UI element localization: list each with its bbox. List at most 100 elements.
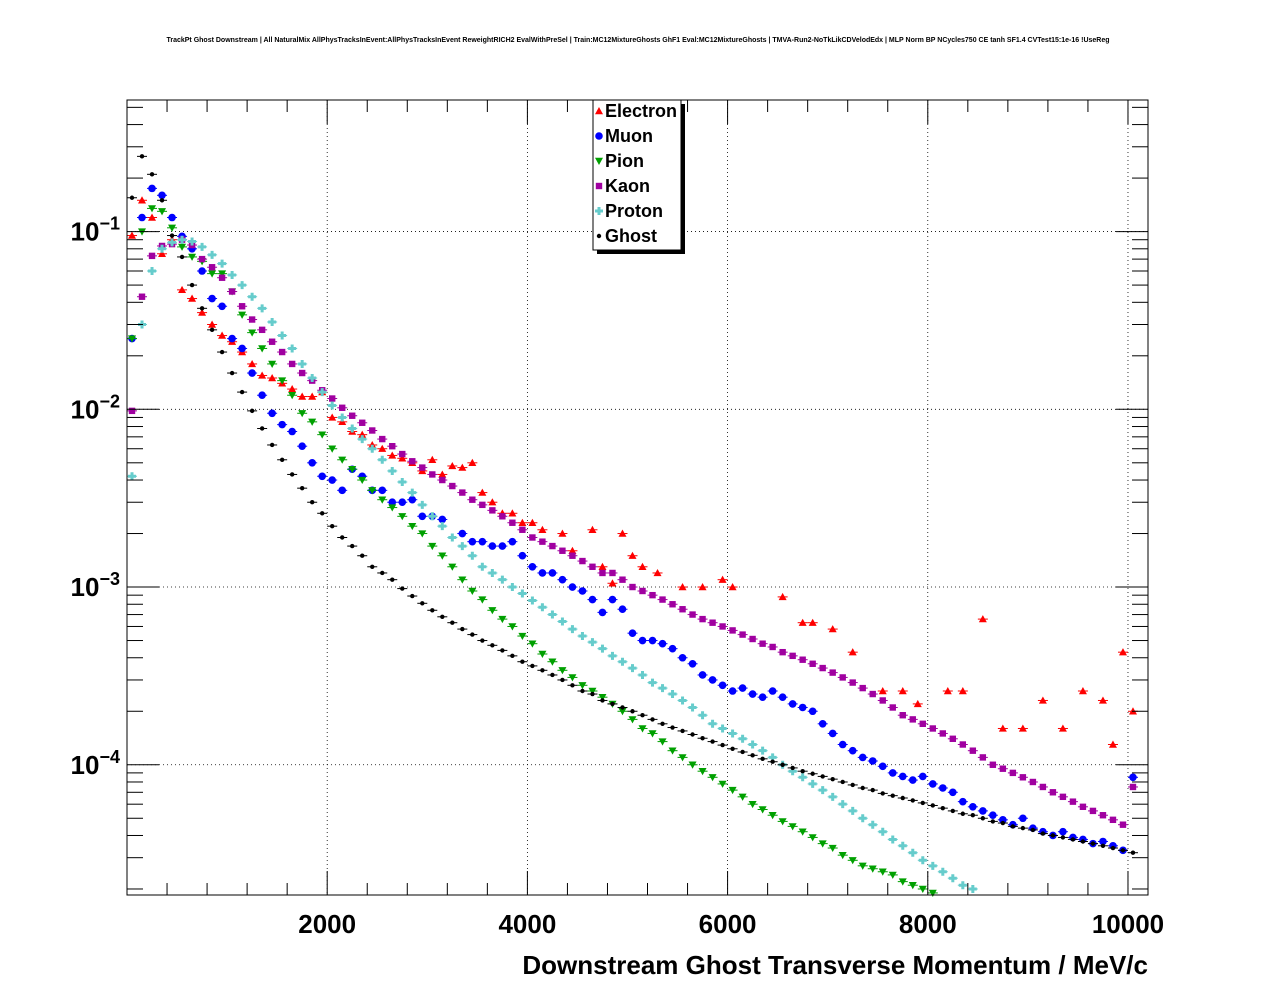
data-point	[318, 472, 326, 481]
y-tick-base: 10	[71, 750, 100, 780]
data-point	[278, 420, 286, 429]
data-point	[158, 249, 167, 257]
data-point	[328, 413, 337, 421]
data-point	[808, 834, 817, 842]
data-point	[628, 664, 637, 673]
data-point	[158, 244, 167, 253]
data-point	[479, 501, 486, 509]
data-point	[510, 653, 515, 659]
data-point	[1000, 820, 1006, 826]
data-point	[598, 562, 607, 570]
data-point	[388, 451, 397, 459]
data-point	[689, 611, 696, 618]
data-point	[399, 450, 406, 458]
data-point	[288, 427, 296, 436]
data-point	[508, 623, 517, 631]
data-point	[798, 703, 807, 712]
data-point	[490, 643, 495, 648]
data-point	[640, 713, 645, 718]
data-point	[188, 253, 197, 261]
data-point	[708, 676, 717, 684]
data-point	[528, 640, 537, 648]
x-tick-label: 8000	[899, 909, 957, 939]
data-point	[1058, 724, 1067, 732]
chart-title: TrackPt Ghost Downstream | All NaturalMi…	[166, 37, 1109, 44]
data-point	[548, 658, 557, 666]
data-point	[739, 631, 746, 638]
data-point	[358, 476, 367, 485]
data-point	[568, 583, 577, 591]
data-point	[648, 636, 657, 645]
data-point	[799, 656, 806, 663]
data-point	[299, 485, 305, 491]
data-point	[979, 807, 987, 815]
data-point	[840, 779, 845, 785]
data-point	[468, 551, 477, 560]
data-point	[738, 734, 747, 743]
data-point	[259, 426, 265, 431]
y-tick-label: 10−2	[71, 391, 120, 424]
data-point	[429, 471, 436, 478]
data-point	[518, 589, 527, 598]
data-point	[898, 841, 907, 850]
data-point	[910, 798, 915, 803]
data-point	[569, 552, 576, 559]
data-point	[808, 618, 817, 626]
data-point	[610, 701, 615, 707]
data-point	[488, 568, 497, 577]
data-point	[278, 348, 286, 356]
data-point	[418, 512, 427, 521]
data-point	[258, 326, 266, 334]
data-point	[208, 250, 217, 259]
data-point	[338, 413, 347, 422]
data-point	[938, 784, 947, 792]
data-point	[890, 793, 895, 798]
data-point	[458, 542, 467, 551]
data-point	[138, 293, 146, 300]
data-point	[579, 557, 586, 565]
data-point	[728, 786, 737, 795]
data-point	[848, 857, 857, 865]
legend-marker	[595, 132, 603, 140]
data-point	[458, 576, 467, 584]
data-point	[218, 270, 227, 278]
data-point	[650, 717, 655, 722]
data-point	[948, 874, 957, 883]
data-point	[378, 486, 387, 495]
data-point	[769, 643, 776, 651]
data-point	[748, 690, 757, 698]
data-point	[338, 417, 347, 426]
data-point	[1010, 824, 1016, 829]
data-point	[1100, 843, 1106, 848]
data-point	[649, 591, 656, 599]
data-point	[488, 498, 497, 506]
data-point	[598, 608, 607, 617]
data-point	[708, 719, 717, 728]
data-point	[358, 435, 367, 444]
data-point	[419, 464, 426, 471]
legend-marker	[595, 157, 603, 165]
data-point	[428, 455, 437, 463]
data-point	[550, 672, 555, 678]
data-point	[778, 592, 787, 601]
data-point	[158, 191, 166, 200]
data-point	[558, 575, 567, 584]
data-point	[838, 800, 847, 809]
data-point	[328, 445, 337, 453]
data-point	[889, 704, 896, 711]
legend-entry-label: Ghost	[605, 226, 657, 246]
data-point	[538, 603, 547, 612]
data-point	[228, 270, 237, 279]
data-point	[878, 827, 887, 836]
data-point	[498, 575, 507, 584]
data-point	[658, 738, 667, 746]
data-point	[930, 803, 935, 808]
data-point	[348, 424, 357, 433]
series-proton	[127, 235, 978, 893]
data-point	[318, 388, 327, 397]
data-point	[528, 596, 537, 605]
legend-entry-label: Proton	[605, 201, 663, 221]
data-point	[168, 224, 177, 232]
data-point	[398, 498, 407, 507]
data-point	[678, 653, 687, 662]
